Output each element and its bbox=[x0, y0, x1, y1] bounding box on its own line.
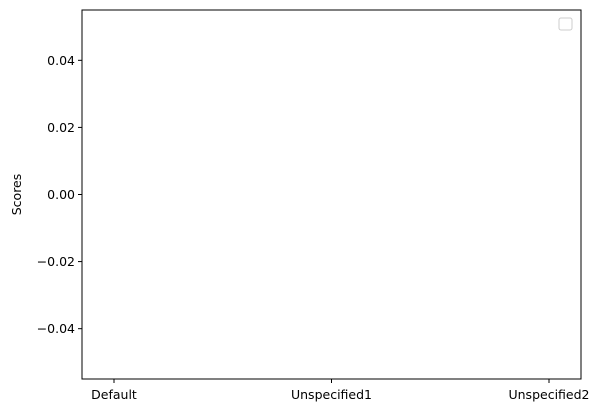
y-tick-label: −0.04 bbox=[37, 321, 75, 336]
y-tick-label: −0.02 bbox=[37, 254, 75, 269]
y-axis-label: Scores bbox=[9, 174, 24, 216]
x-tick-label: Unspecified1 bbox=[291, 387, 372, 402]
x-tick-label: Default bbox=[91, 387, 137, 402]
x-tick-label: Unspecified2 bbox=[508, 387, 589, 402]
y-tick-label: 0.02 bbox=[47, 120, 75, 135]
y-tick-label: 0.00 bbox=[47, 187, 75, 202]
y-tick-label: 0.04 bbox=[47, 53, 75, 68]
y-axis: 0.04 0.02 0.00 −0.02 −0.04 bbox=[37, 53, 82, 336]
legend-box bbox=[558, 17, 573, 31]
plot-area bbox=[81, 9, 582, 380]
x-axis: Default Unspecified1 Unspecified2 bbox=[91, 379, 590, 402]
